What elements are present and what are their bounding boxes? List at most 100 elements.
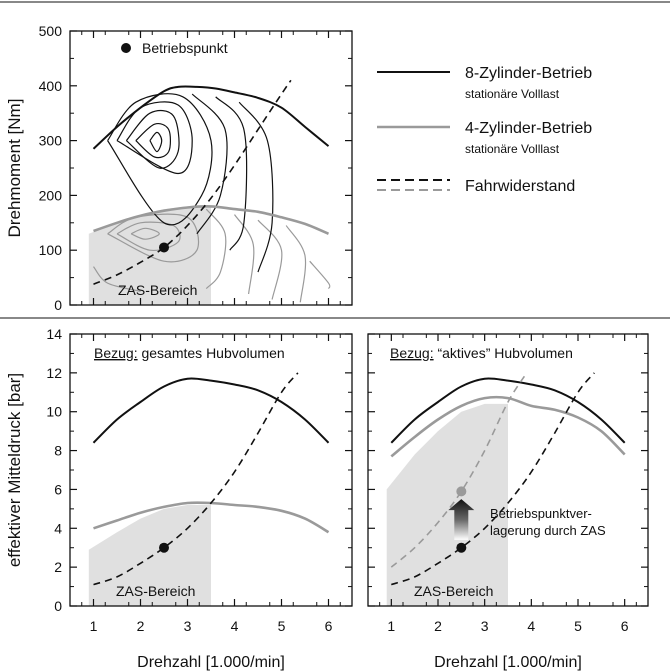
operating-point (159, 242, 169, 253)
pme-active-zas-region (386, 403, 508, 606)
torque-zas-label: ZAS-Bereich (118, 282, 197, 298)
pme-total-points (159, 542, 169, 553)
series-line (390, 372, 528, 568)
x-tick-label: 6 (325, 618, 333, 634)
betriebspunkt-shift-arrow (448, 499, 475, 540)
x-tick-label: 6 (621, 618, 629, 634)
shift-arrow-shape (448, 499, 475, 540)
x-tick-label: 4 (231, 618, 239, 634)
contour-line (309, 260, 331, 289)
contour-line (285, 225, 307, 303)
y-tick-label: 300 (39, 133, 63, 149)
operating-point (456, 486, 467, 497)
x-tick-label: 1 (387, 618, 395, 634)
contour-line (191, 93, 228, 235)
pme-total-ytick-labels: 0 2 4 6 8 10 12 14 (46, 326, 62, 614)
pme-total-zas-region (88, 505, 211, 606)
pme-active-ticks (368, 333, 648, 607)
pme-total-header-key: Bezug: (94, 345, 138, 361)
y-tick-label: 6 (54, 481, 62, 497)
y-tick-label: 100 (39, 242, 63, 258)
legend-label-8zyl: 8-Zylinder-Betrieb (465, 65, 592, 82)
pme-active-header-text: “aktives” Hubvolumen (434, 345, 573, 361)
contour-line (215, 96, 248, 251)
pme-active-xlabel: Drehzahl [1.000/min] (434, 654, 582, 671)
series-line (390, 377, 626, 444)
legend: 8-Zylinder-Betrieb stationäre Volllast 4… (377, 65, 592, 195)
contour-line (130, 227, 160, 240)
y-tick-label: 10 (46, 404, 62, 420)
y-tick-label: 14 (46, 326, 62, 342)
x-tick-label: 5 (278, 618, 286, 634)
legend-label-fahrwiderstand: Fahrwiderstand (465, 178, 575, 195)
zas-shaded-area (386, 403, 508, 606)
y-tick-label: 2 (54, 559, 62, 575)
torque-series (92, 79, 330, 285)
contour-line (125, 109, 180, 169)
x-tick-label: 3 (184, 618, 192, 634)
pme-active-xtick-labels: 1 2 3 4 5 6 (387, 618, 628, 634)
contour-line (233, 214, 255, 295)
shift-annotation-line2: lagerung durch ZAS (490, 523, 606, 538)
series-line (93, 205, 330, 235)
torque-part-load-contours (93, 208, 331, 303)
pme-active-zas-label: ZAS-Bereich (414, 583, 493, 599)
y-tick-label: 12 (46, 365, 62, 381)
y-tick-label: 4 (54, 520, 62, 536)
pme-active-header: Bezug: “aktives” Hubvolumen (390, 345, 573, 361)
series-line (93, 372, 299, 586)
contour-line (107, 93, 213, 226)
shift-annotation-line1: Betriebspunktver- (490, 506, 592, 521)
operating-point (456, 542, 467, 553)
y-tick-label: 8 (54, 443, 62, 459)
x-tick-label: 1 (90, 618, 98, 634)
pme-active-header-key: Bezug: (390, 345, 434, 361)
legend-sublabel-8zyl: stationäre Volllast (465, 87, 560, 101)
pme-active-series (390, 372, 626, 586)
pme-total-series (92, 372, 330, 586)
pme-total-zas-label: ZAS-Bereich (116, 583, 195, 599)
torque-ytick-labels: 0 100 200 300 400 500 (39, 23, 63, 313)
pme-ylabel: effektiver Mitteldruck [bar] (5, 373, 24, 567)
pme-total-xlabel: Drehzahl [1.000/min] (137, 654, 285, 671)
series-line (92, 85, 330, 150)
contour-line (238, 101, 274, 273)
pme-active-panel: 1 2 3 4 5 6 Drehzahl [1.000/min] Bezug: “akti… (367, 333, 649, 671)
pme-total-header: Bezug: gesamtes Hubvolumen (94, 345, 285, 361)
torque-ylabel: Drehmoment [Nm] (5, 99, 24, 238)
contour-line (257, 219, 283, 300)
pme-total-header-text: gesamtes Hubvolumen (138, 345, 285, 361)
contour-line (205, 208, 227, 290)
torque-full-load-contours (107, 93, 274, 273)
zas-shaded-area (88, 505, 211, 606)
legend-sublabel-4zyl: stationäre Volllast (465, 142, 560, 156)
betriebspunkt-legend-label: Betriebspunkt (142, 40, 228, 56)
torque-points (159, 242, 169, 253)
contour-line (149, 131, 163, 153)
torque-panel: 0 100 200 300 400 500 Drehmoment [Nm] Betrieb… (5, 23, 353, 313)
y-tick-label: 400 (39, 78, 63, 94)
x-tick-label: 3 (481, 618, 489, 634)
betriebspunkt-legend-marker (121, 43, 131, 53)
x-tick-label: 4 (527, 618, 535, 634)
series-line (391, 372, 595, 586)
series-line (390, 395, 626, 458)
y-tick-label: 0 (54, 598, 62, 614)
y-tick-label: 200 (39, 187, 63, 203)
pme-active-points (456, 486, 467, 553)
pme-total-xtick-labels: 1 2 3 4 5 6 (90, 618, 333, 634)
pme-total-ticks (70, 333, 352, 607)
contour-line (135, 123, 172, 159)
torque-ticks (70, 30, 352, 306)
series-line (92, 377, 330, 444)
y-tick-label: 500 (39, 23, 63, 39)
operating-point (159, 542, 169, 553)
legend-label-4zyl: 4-Zylinder-Betrieb (465, 120, 592, 137)
x-tick-label: 2 (137, 618, 145, 634)
x-tick-label: 5 (574, 618, 582, 634)
series-line (93, 79, 292, 285)
contour-line (93, 266, 141, 292)
x-tick-label: 2 (434, 618, 442, 634)
